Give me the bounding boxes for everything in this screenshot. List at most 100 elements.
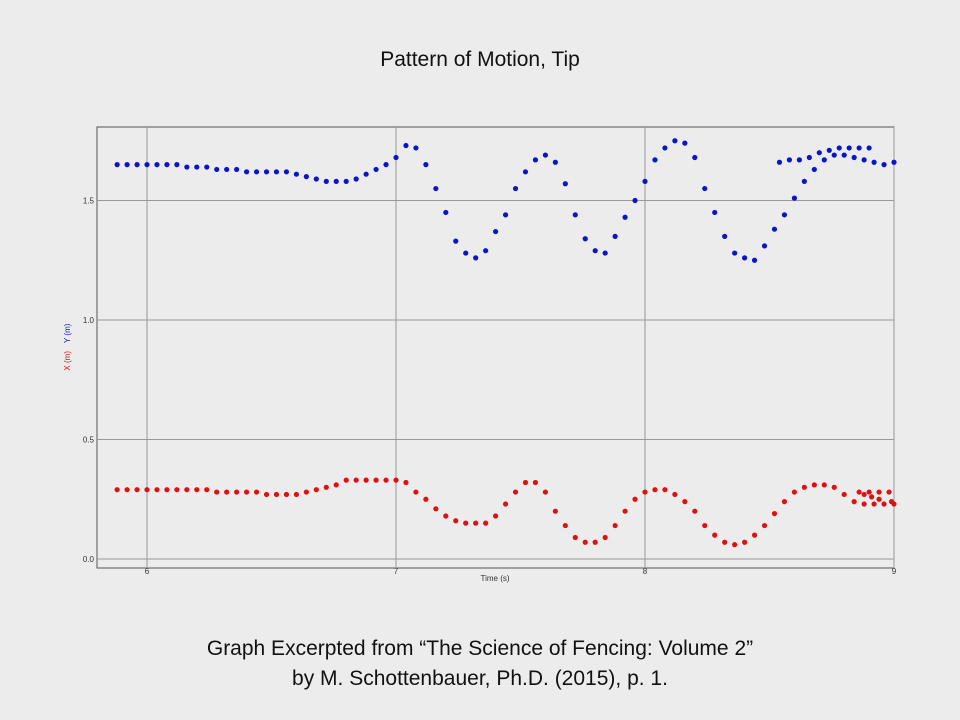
series-y-point	[816, 150, 822, 156]
series-y-point	[776, 159, 783, 165]
series-x-point	[771, 510, 778, 517]
series-y-point	[423, 162, 429, 168]
series-y-point	[791, 195, 798, 201]
x-tick-label: 8	[643, 567, 648, 576]
series-y-point	[493, 228, 499, 235]
series-x-point	[801, 484, 807, 490]
series-x-point	[632, 496, 638, 502]
series-y-point	[403, 142, 409, 149]
series-y-point	[796, 157, 802, 163]
series-x-point	[273, 491, 280, 498]
series-x-point	[154, 487, 160, 493]
series-y-point	[383, 162, 389, 168]
series-y-point	[811, 166, 817, 173]
series-y-point	[592, 248, 598, 254]
series-y-point	[114, 162, 120, 168]
x-tick-label: 6	[145, 567, 150, 576]
series-x-point	[174, 487, 180, 493]
series-y-point	[572, 212, 578, 218]
series-x-point	[888, 499, 895, 505]
series-x-point	[512, 489, 519, 495]
series-y-point	[253, 169, 260, 175]
series-x-point	[453, 518, 459, 524]
series-y-point	[751, 257, 758, 263]
series-x-point	[856, 489, 862, 495]
series-y-point	[164, 162, 170, 168]
series-y-point	[712, 209, 718, 216]
series-y-point	[702, 185, 708, 192]
series-y-point	[836, 145, 842, 151]
series-y-point	[204, 164, 210, 170]
series-y-point	[333, 178, 339, 184]
series-x-point	[881, 501, 887, 507]
series-y-point	[632, 197, 638, 204]
series-x-point	[493, 513, 499, 519]
series-x-point	[224, 489, 230, 495]
series-x-point	[642, 489, 648, 495]
series-x-point	[851, 499, 857, 505]
series-x-point	[886, 489, 892, 495]
series-y-point	[433, 185, 439, 192]
series-x-point	[313, 487, 319, 493]
series-y-points	[114, 138, 897, 263]
series-x-point	[522, 479, 529, 486]
series-x-point	[433, 506, 439, 512]
series-x-point	[791, 489, 798, 495]
series-y-point	[602, 250, 608, 256]
series-x-point	[871, 501, 877, 507]
series-x-point	[682, 499, 688, 505]
series-x-point	[164, 487, 170, 493]
series-x-point	[811, 482, 817, 488]
series-x-point	[732, 542, 738, 548]
series-y-point	[821, 157, 827, 163]
y-tick-label: 1.0	[83, 316, 95, 325]
series-x-point	[483, 520, 489, 526]
series-y-point	[851, 154, 857, 161]
series-y-point	[682, 140, 688, 146]
x-axis-label: Time (s)	[480, 574, 509, 583]
series-x-point	[124, 487, 130, 493]
series-x-point	[761, 522, 768, 529]
series-y-point	[761, 243, 768, 249]
y-tick-label: 0.5	[83, 436, 95, 445]
series-y-point	[622, 214, 628, 220]
series-y-point	[453, 238, 459, 244]
series-x-point	[343, 477, 349, 483]
caption-line-2: by M. Schottenbauer, Ph.D. (2015), p. 1.	[292, 667, 668, 690]
series-y-point	[184, 164, 190, 170]
series-x-point	[712, 532, 718, 538]
series-y-point	[826, 147, 832, 153]
series-x-point	[194, 487, 200, 493]
series-y-point	[293, 171, 299, 177]
series-x-point	[602, 534, 608, 541]
series-y-point	[134, 162, 140, 168]
series-x-point	[751, 532, 758, 538]
series-y-point	[373, 166, 379, 173]
series-y-point	[846, 145, 852, 151]
series-x-point	[443, 513, 449, 519]
series-y-point	[144, 162, 150, 168]
series-x-point	[423, 496, 429, 502]
series-x-point	[373, 477, 379, 483]
axis-ticks: 6 7 8 9 0.0 0.5 1.0 1.5	[83, 197, 897, 577]
series-x-point	[323, 484, 329, 490]
series-x-point	[253, 489, 260, 495]
series-y-point	[771, 226, 778, 232]
series-y-point	[891, 159, 897, 165]
series-x-point	[184, 487, 190, 493]
series-y-point	[483, 248, 489, 254]
y-axis-label-x: X (m)	[63, 351, 72, 371]
series-y-point	[263, 169, 270, 175]
series-x-point	[214, 489, 220, 495]
series-y-point	[273, 169, 280, 175]
series-x-point	[592, 539, 598, 545]
series-y-point	[522, 169, 529, 175]
series-x-point	[542, 489, 549, 495]
y-tick-label: 0.0	[83, 555, 95, 564]
x-tick-label: 9	[892, 567, 897, 576]
series-x-points	[114, 477, 897, 548]
series-y-point	[214, 166, 220, 173]
y-axis-label-y: Y (m)	[63, 323, 72, 343]
series-x-point	[868, 494, 875, 500]
series-y-point	[194, 164, 200, 170]
